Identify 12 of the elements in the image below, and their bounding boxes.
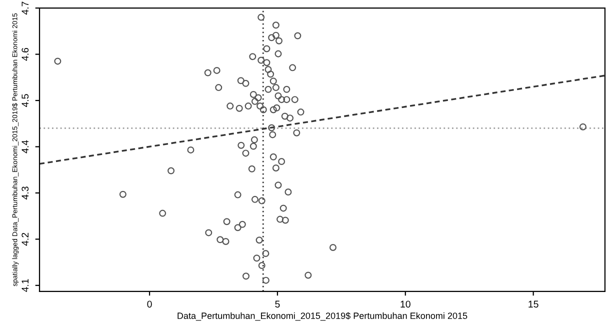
x-tick-label: 0 <box>147 300 152 308</box>
y-tick-label: 4.4 <box>22 140 28 154</box>
x-axis-title: Data_Pertumbuhan_Ekonomi_2015_2019$ Pertumbuhan Ekonomi 2015 <box>178 312 468 321</box>
x-tick-label: 5 <box>275 300 280 308</box>
x-tick-label: 15 <box>528 300 538 308</box>
y-tick-label: 4.1 <box>22 279 28 292</box>
y-tick-label: 4.7 <box>22 2 28 15</box>
y-tick-label: 4.6 <box>22 48 29 61</box>
x-tick-label: 10 <box>400 300 410 308</box>
y-tick-label: 4.5 <box>22 94 29 108</box>
y-tick-label: 4.2 <box>22 232 28 246</box>
y-tick-label: 4.3 <box>22 186 29 200</box>
